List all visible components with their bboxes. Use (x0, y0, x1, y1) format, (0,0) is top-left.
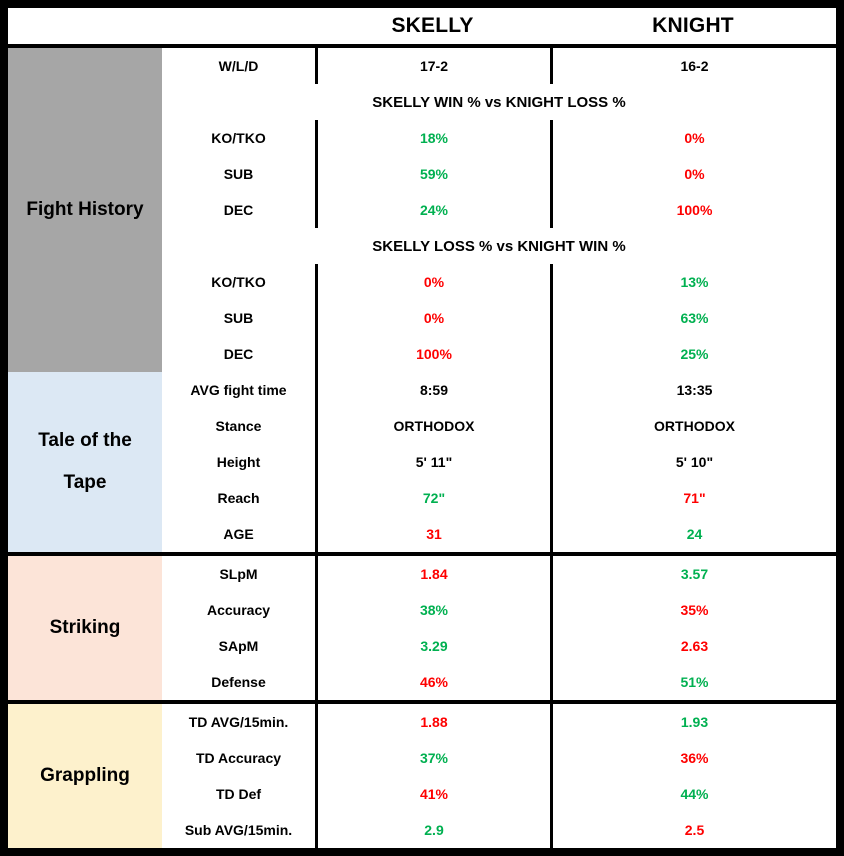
stat-value-knight: 13% (550, 264, 836, 300)
section-label-grappling: Grappling (8, 704, 162, 848)
stat-value-knight: 1.93 (550, 704, 836, 740)
stat-value-skelly: 1.84 (315, 556, 550, 592)
section-fight-history: Fight History W/L/D 17-2 16-2 SKELLY WIN % v… (8, 48, 836, 372)
table-header: SKELLY KNIGHT (8, 8, 836, 48)
fighter2-name: KNIGHT (652, 14, 734, 37)
stat-value-knight: 2.5 (550, 812, 836, 848)
stat-value-knight: 13:35 (550, 372, 836, 408)
stat-label: TD Accuracy (195, 750, 282, 766)
section-label-striking: Striking (8, 556, 162, 700)
table-body: Fight History W/L/D 17-2 16-2 SKELLY WIN % v… (8, 48, 836, 848)
stat-label: DEC (223, 346, 254, 362)
stat-value-knight: 16-2 (550, 48, 836, 84)
stat-label: SUB (223, 310, 254, 326)
subsection-header: SKELLY WIN % vs KNIGHT LOSS % (372, 93, 626, 111)
stat-label: SUB (223, 166, 254, 182)
stat-label: AGE (223, 526, 254, 542)
stat-label: TD AVG/15min. (188, 714, 289, 730)
section-tale-of-the-tape: Tale of the Tape AVG fight time 8:59 13:35 S… (8, 372, 836, 552)
fighter1-name: SKELLY (391, 14, 474, 37)
stat-value-skelly: ORTHODOX (315, 408, 550, 444)
stat-value-knight: 5' 10" (550, 444, 836, 480)
stat-value-skelly: 31 (315, 516, 550, 552)
stat-value-skelly: 37% (315, 740, 550, 776)
stat-label: DEC (223, 202, 254, 218)
subsection-header: SKELLY LOSS % vs KNIGHT WIN % (372, 237, 626, 255)
stat-label: Sub AVG/15min. (184, 822, 293, 838)
stat-label: Accuracy (206, 602, 271, 618)
stat-value-skelly: 8:59 (315, 372, 550, 408)
stat-value-knight: 3.57 (550, 556, 836, 592)
stat-value-skelly: 46% (315, 664, 550, 700)
stat-label: SLpM (219, 566, 258, 582)
stat-value-knight: 25% (550, 336, 836, 372)
stat-value-skelly: 2.9 (315, 812, 550, 848)
section-grappling: Grappling TD AVG/15min. 1.88 1.93 TD Accurac… (8, 700, 836, 848)
stat-value-knight: 71" (550, 480, 836, 516)
stat-value-knight: 0% (550, 120, 836, 156)
stat-value-skelly: 38% (315, 592, 550, 628)
section-label-tale-of-the-tape: Tale of the Tape (8, 372, 162, 552)
stat-value-skelly: 18% (315, 120, 550, 156)
stat-value-skelly: 1.88 (315, 704, 550, 740)
stat-label: SApM (218, 638, 259, 654)
stat-value-skelly: 5' 11" (315, 444, 550, 480)
stat-value-skelly: 0% (315, 300, 550, 336)
stat-value-knight: 36% (550, 740, 836, 776)
stat-label: Defense (211, 674, 266, 690)
stat-label: TD Def (215, 786, 262, 802)
stat-value-knight: 2.63 (550, 628, 836, 664)
stat-value-knight: 63% (550, 300, 836, 336)
stat-label: Height (216, 454, 261, 470)
stat-value-knight: 0% (550, 156, 836, 192)
section-striking: Striking SLpM 1.84 3.57 Accuracy 38% 35% SApM 3.… (8, 552, 836, 700)
stat-value-knight: ORTHODOX (550, 408, 836, 444)
section-label-fight-history: Fight History (8, 48, 162, 372)
stat-value-knight: 35% (550, 592, 836, 628)
stat-value-knight: 24 (550, 516, 836, 552)
stat-value-knight: 44% (550, 776, 836, 812)
stat-value-knight: 51% (550, 664, 836, 700)
stat-label: KO/TKO (211, 130, 266, 146)
stat-value-skelly: 0% (315, 264, 550, 300)
stat-value-knight: 100% (550, 192, 836, 228)
stat-value-skelly: 59% (315, 156, 550, 192)
stat-value-skelly: 41% (315, 776, 550, 812)
stat-label: AVG fight time (190, 382, 287, 398)
stat-value-skelly: 24% (315, 192, 550, 228)
stat-label: W/L/D (218, 58, 259, 74)
stat-value-skelly: 100% (315, 336, 550, 372)
stat-label: KO/TKO (211, 274, 266, 290)
header-spacer-stat (162, 8, 315, 44)
stat-value-skelly: 17-2 (315, 48, 550, 84)
stat-value-skelly: 72" (315, 480, 550, 516)
stat-value-skelly: 3.29 (315, 628, 550, 664)
stat-label: Stance (215, 418, 262, 434)
header-spacer-section (8, 8, 162, 44)
stat-label: Reach (217, 490, 260, 506)
